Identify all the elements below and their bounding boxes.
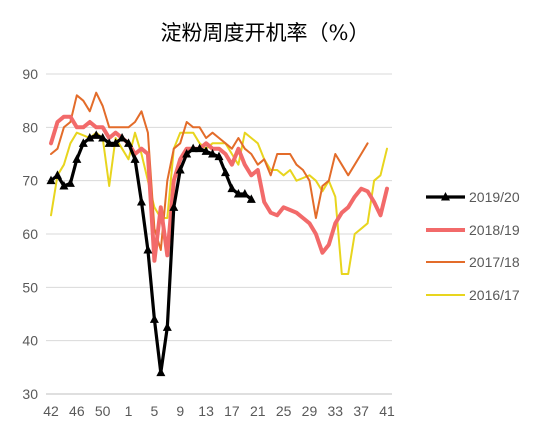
data-point-2019-20 <box>136 197 146 206</box>
data-point-2019-20 <box>65 178 75 187</box>
x-tick-label: 41 <box>379 403 395 419</box>
data-point-2019-20 <box>233 189 243 198</box>
legend-label: 2017/18 <box>469 254 520 270</box>
x-tick-label: 5 <box>150 403 158 419</box>
legend-label: 2018/19 <box>469 222 520 238</box>
data-point-2019-20 <box>149 314 159 323</box>
data-point-2019-20 <box>130 154 140 163</box>
data-point-2019-20 <box>98 133 108 142</box>
data-point-2019-20 <box>162 322 172 331</box>
data-point-2019-20 <box>111 138 121 147</box>
data-point-2019-20 <box>72 154 82 163</box>
data-point-2019-20 <box>85 133 95 142</box>
legend-label: 2019/20 <box>469 189 520 205</box>
x-tick-label: 29 <box>302 403 318 419</box>
data-point-2019-20 <box>104 138 114 147</box>
data-point-2019-20 <box>91 130 101 139</box>
data-point-2019-20 <box>195 143 205 153</box>
x-tick-label: 37 <box>353 403 369 419</box>
data-point-2019-20 <box>59 181 69 190</box>
legend-label: 2016/17 <box>469 287 520 303</box>
data-point-2019-20 <box>117 133 127 142</box>
x-tick-label: 33 <box>328 403 344 419</box>
data-point-2019-20 <box>182 149 192 158</box>
y-tick-label: 50 <box>22 279 38 295</box>
data-point-2019-20 <box>227 183 237 193</box>
data-point-2019-20 <box>188 143 198 153</box>
legend: 2019/20 2018/19 2017/18 2016/17 <box>426 189 520 303</box>
series-line-2018-19 <box>49 114 389 263</box>
x-tick-label: 17 <box>224 403 240 419</box>
data-point-2019-20 <box>169 202 179 211</box>
data-point-2019-20 <box>46 175 56 185</box>
y-tick-label: 70 <box>22 173 38 189</box>
data-point-2019-20 <box>52 170 62 179</box>
series-line-2017-18 <box>50 91 369 251</box>
x-tick-label: 50 <box>95 403 111 419</box>
y-axis-tick-labels: 30 40 50 60 70 80 90 <box>22 66 38 402</box>
data-point-2019-20 <box>246 194 256 203</box>
y-tick-label: 60 <box>22 226 38 242</box>
x-tick-label: 21 <box>250 403 266 419</box>
data-point-2019-20 <box>201 146 211 155</box>
x-tick-label: 25 <box>276 403 292 419</box>
data-point-2019-20 <box>78 138 88 147</box>
gridlines <box>46 73 392 395</box>
data-point-2019-20 <box>240 189 250 198</box>
y-tick-label: 40 <box>22 333 38 349</box>
x-axis-tick-labels: 42 46 50 1 5 9 13 17 21 25 29 33 37 41 <box>43 403 395 419</box>
x-tick-label: 46 <box>69 403 85 419</box>
x-tick-label: 42 <box>43 403 59 419</box>
data-point-2019-20 <box>143 245 153 254</box>
y-tick-label: 30 <box>22 386 38 402</box>
data-point-2019-20 <box>175 165 185 174</box>
data-point-2019-20 <box>208 149 218 158</box>
y-tick-label: 80 <box>22 119 38 135</box>
x-tick-label: 13 <box>198 403 214 419</box>
x-tick-label: 9 <box>176 403 184 419</box>
x-tick-label: 1 <box>125 403 133 419</box>
data-point-2019-20 <box>124 138 134 147</box>
data-point-2019-20 <box>214 151 224 161</box>
series-lines <box>46 91 389 377</box>
legend-marker <box>441 192 450 201</box>
chart-title: 淀粉周度开机率（%） <box>161 21 370 45</box>
y-tick-label: 90 <box>22 66 38 82</box>
series-line-2016-17 <box>50 131 388 275</box>
data-point-2019-20 <box>220 167 230 177</box>
data-point-2019-20 <box>156 367 166 377</box>
